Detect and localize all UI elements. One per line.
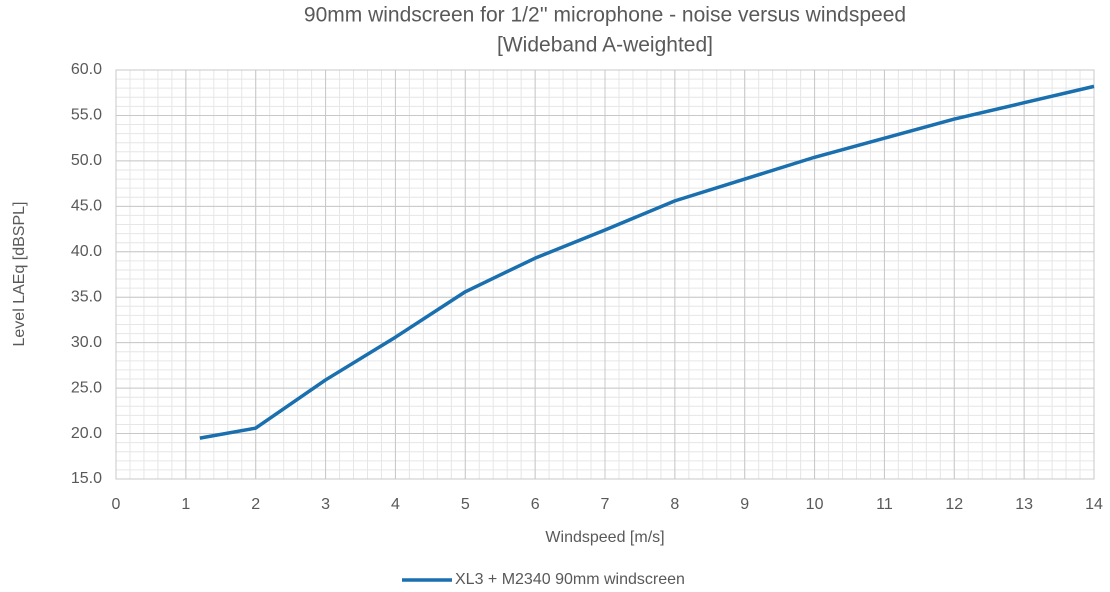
y-tick-label: 20.0 — [71, 425, 102, 442]
y-tick-label: 15.0 — [71, 470, 102, 487]
chart-title: 90mm windscreen for 1/2'' microphone - n… — [304, 4, 906, 27]
plot-border — [115, 69, 1095, 480]
chart-subtitle: [Wideband A-weighted] — [497, 34, 713, 57]
x-tick-label: 10 — [806, 496, 824, 513]
y-tick-label: 35.0 — [71, 288, 102, 305]
legend-label: XL3 + M2340 90mm windscreen — [455, 571, 685, 588]
y-tick-label: 40.0 — [71, 243, 102, 260]
x-tick-label: 8 — [670, 496, 679, 513]
y-axis-label: Level LAEq [dBSPL] — [11, 202, 28, 347]
x-tick-label: 3 — [321, 496, 330, 513]
y-tick-label: 30.0 — [71, 334, 102, 351]
x-tick-label: 4 — [391, 496, 400, 513]
x-tick-label: 12 — [945, 496, 963, 513]
x-tick-label: 14 — [1085, 496, 1103, 513]
y-tick-label: 60.0 — [71, 61, 102, 78]
x-tick-label: 7 — [601, 496, 610, 513]
x-tick-label: 13 — [1015, 496, 1033, 513]
x-tick-label: 5 — [461, 496, 470, 513]
data-line — [199, 84, 1095, 440]
x-tick-label: 9 — [740, 496, 749, 513]
y-tick-label: 50.0 — [71, 152, 102, 169]
x-tick-label: 1 — [181, 496, 190, 513]
y-tick-label: 25.0 — [71, 379, 102, 396]
x-tick-label: 11 — [876, 496, 893, 513]
x-tick-label: 0 — [112, 496, 121, 513]
y-tick-label: 45.0 — [71, 198, 102, 215]
x-tick-label: 2 — [251, 496, 260, 513]
x-tick-label: 6 — [531, 496, 540, 513]
x-axis-label: Windspeed [m/s] — [545, 529, 664, 546]
y-tick-label: 55.0 — [71, 107, 102, 124]
